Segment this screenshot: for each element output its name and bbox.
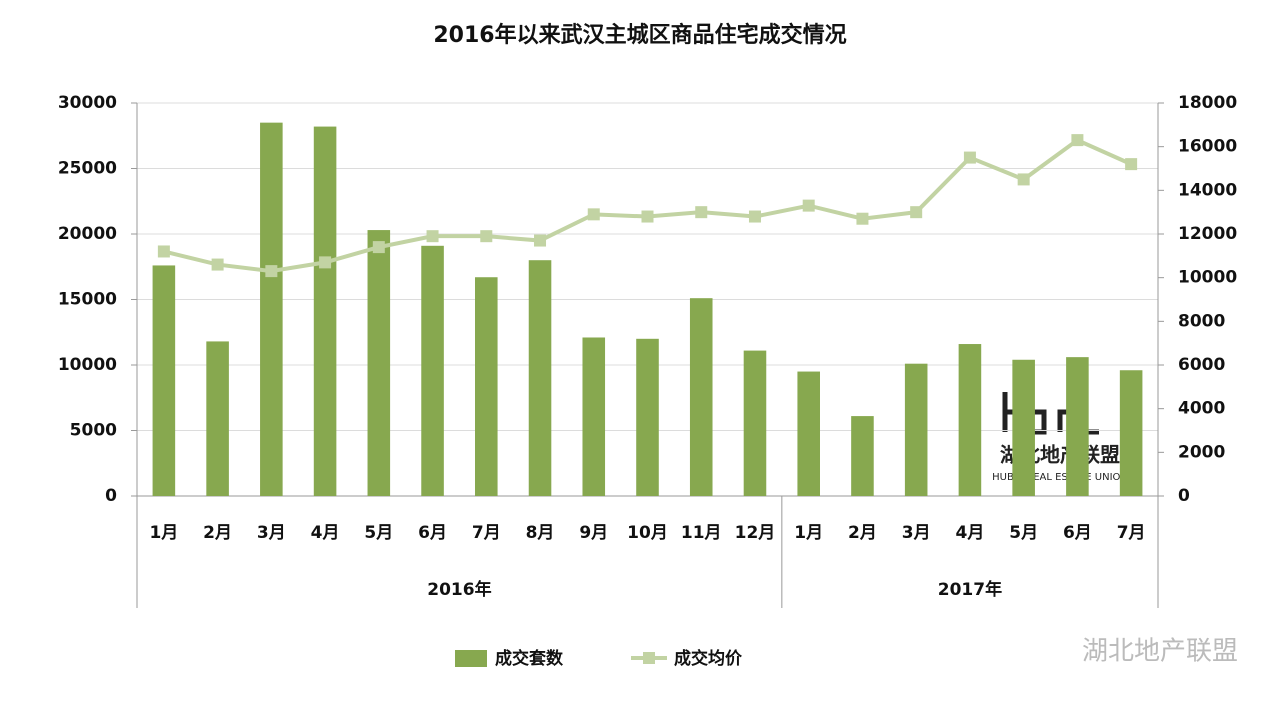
x-tick-label: 3月	[902, 523, 931, 543]
y-tick-label: 30000	[58, 93, 117, 113]
group-label: 2016年	[427, 579, 491, 600]
bar	[582, 337, 606, 496]
bar	[851, 416, 874, 496]
y2-tick-label: 4000	[1178, 399, 1225, 419]
bar	[475, 277, 498, 496]
x-tick-label: 7月	[1117, 523, 1146, 543]
bar	[636, 338, 659, 496]
bar	[904, 363, 928, 496]
chart-title: 2016年以来武汉主城区商品住宅成交情况	[433, 22, 846, 48]
y-tick-label: 10000	[58, 355, 117, 375]
bar	[1119, 370, 1143, 496]
bar	[689, 298, 713, 496]
bar	[152, 265, 176, 496]
bar	[367, 230, 391, 496]
y-tick-label: 25000	[58, 159, 117, 179]
bar	[206, 341, 229, 496]
x-tick-label: 5月	[1009, 523, 1038, 543]
bar	[1066, 357, 1089, 496]
x-tick-label: 12月	[735, 523, 776, 543]
bar	[743, 350, 767, 496]
x-tick-label: 10月	[627, 523, 668, 543]
source-watermark: 湖北地产联盟	[1082, 637, 1238, 667]
bar	[421, 245, 444, 496]
bar	[958, 344, 982, 496]
line-marker	[963, 151, 976, 164]
x-tick-label: 2月	[848, 523, 877, 543]
legend-swatch	[643, 652, 655, 664]
x-tick-label: 8月	[526, 523, 555, 543]
x-tick-label: 6月	[418, 523, 447, 543]
line-marker	[910, 206, 923, 219]
y2-tick-label: 10000	[1178, 268, 1237, 288]
line-marker	[856, 212, 869, 225]
legend-label: 成交均价	[674, 648, 743, 669]
y2-tick-label: 2000	[1178, 442, 1225, 462]
x-tick-label: 6月	[1063, 523, 1092, 543]
y-tick-label: 5000	[70, 421, 117, 441]
x-tick-label: 7月	[472, 523, 501, 543]
line-marker	[211, 258, 224, 271]
x-tick-label: 4月	[955, 523, 984, 543]
bar	[260, 122, 283, 497]
y2-tick-label: 18000	[1178, 93, 1237, 113]
y2-tick-label: 14000	[1178, 180, 1237, 200]
y2-tick-label: 0	[1178, 486, 1190, 506]
bar	[1012, 359, 1035, 496]
y-tick-label: 20000	[58, 224, 117, 244]
bar	[313, 126, 337, 496]
x-tick-label: 5月	[364, 523, 393, 543]
y2-tick-label: 8000	[1178, 311, 1225, 331]
line-marker	[265, 265, 278, 278]
line-marker	[695, 206, 708, 219]
line-marker	[480, 230, 493, 243]
bar	[528, 260, 552, 496]
line-marker	[1125, 158, 1138, 171]
line-marker	[319, 256, 332, 269]
y2-tick-label: 16000	[1178, 137, 1237, 157]
group-label: 2017年	[938, 579, 1002, 600]
line-marker	[641, 210, 654, 223]
x-tick-label: 9月	[579, 523, 608, 543]
y-tick-label: 0	[105, 486, 117, 506]
x-tick-label: 1月	[794, 523, 823, 543]
y-tick-label: 15000	[58, 290, 117, 310]
legend-swatch	[455, 650, 487, 667]
y2-tick-label: 12000	[1178, 224, 1237, 244]
x-tick-label: 2月	[203, 523, 232, 543]
bar	[797, 371, 820, 496]
line-marker	[802, 199, 815, 212]
x-tick-label: 3月	[257, 523, 286, 543]
line-marker	[426, 230, 439, 243]
line-marker	[372, 241, 385, 254]
line	[163, 137, 1132, 274]
watermark-subtext: HUBEI REAL ESTATE UNION	[992, 472, 1128, 483]
line-marker	[587, 208, 600, 221]
line-marker	[1017, 173, 1030, 186]
x-tick-label: 1月	[149, 523, 178, 543]
line-marker	[748, 210, 761, 223]
line-marker	[1071, 134, 1084, 147]
line-marker	[157, 245, 170, 258]
x-tick-label: 4月	[311, 523, 340, 543]
legend-label: 成交套数	[495, 648, 564, 669]
line-marker	[534, 234, 547, 247]
x-tick-label: 11月	[681, 523, 722, 543]
y2-tick-label: 6000	[1178, 355, 1225, 375]
